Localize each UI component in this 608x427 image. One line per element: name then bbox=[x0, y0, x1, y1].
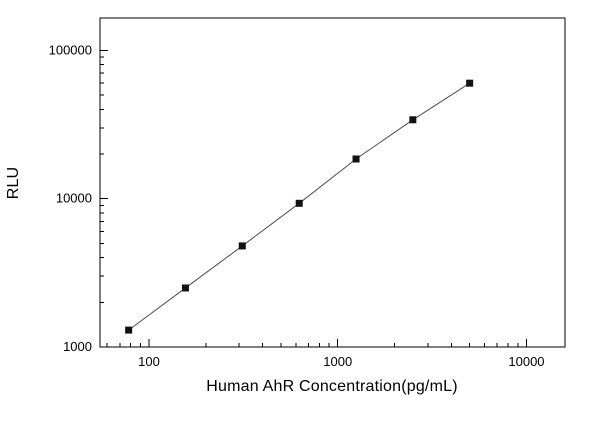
y-tick-label: 1000 bbox=[63, 339, 92, 354]
tick-labels: 100 1000 10000 1000 10000 100000 bbox=[49, 42, 545, 369]
data-point-marker bbox=[409, 116, 417, 124]
data-point-marker bbox=[295, 199, 303, 207]
x-tick-label: 10000 bbox=[508, 354, 544, 369]
y-tick-label: 10000 bbox=[56, 191, 92, 206]
data-point-marker bbox=[125, 326, 133, 334]
x-tick-label: 1000 bbox=[323, 354, 352, 369]
y-axis-title: RLU bbox=[5, 166, 22, 200]
x-axis-title: Human AhR Concentration(pg/mL) bbox=[206, 378, 458, 395]
axes bbox=[99, 17, 566, 348]
data-point-marker bbox=[466, 79, 474, 87]
x-tick-label: 100 bbox=[138, 354, 160, 369]
y-tick-label: 100000 bbox=[49, 42, 92, 57]
data-point-marker bbox=[352, 155, 360, 163]
data-series bbox=[125, 79, 474, 334]
data-point-marker bbox=[181, 284, 189, 292]
data-point-marker bbox=[238, 242, 246, 250]
